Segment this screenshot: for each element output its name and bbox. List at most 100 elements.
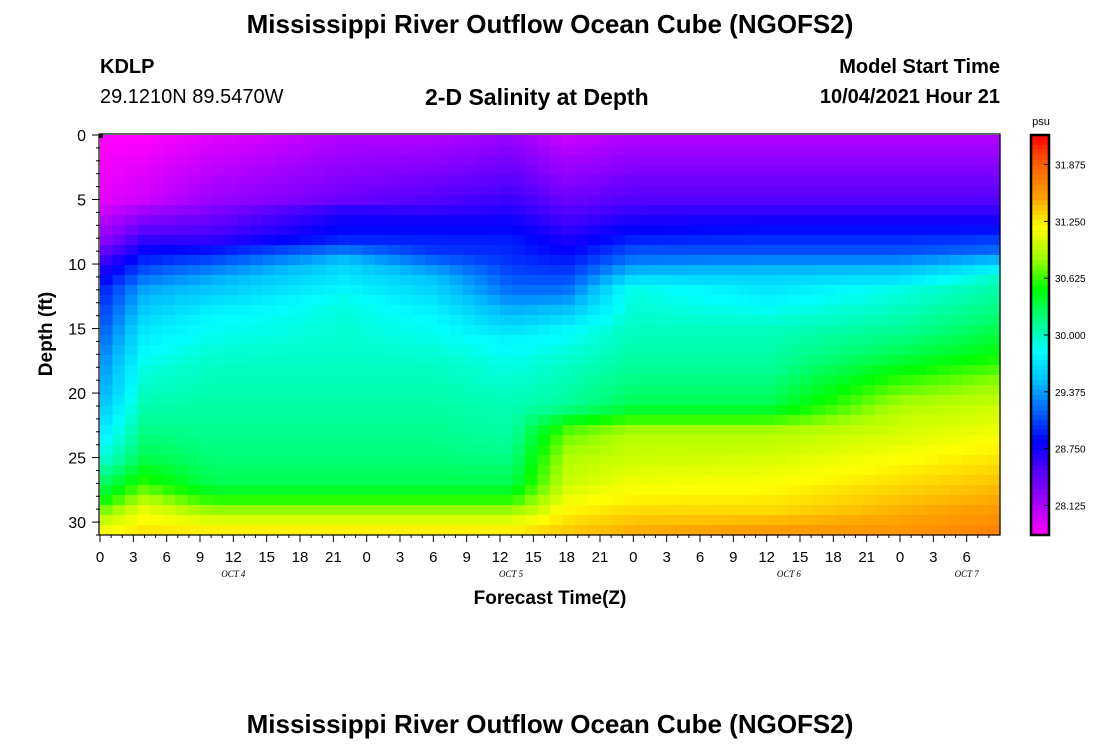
heatmap-cell bbox=[887, 155, 901, 166]
colorbar-swatch bbox=[1031, 485, 1049, 491]
heatmap-cell bbox=[862, 375, 876, 386]
heatmap-cell bbox=[950, 295, 964, 306]
heatmap-cell bbox=[500, 425, 514, 436]
heatmap-cell bbox=[512, 285, 526, 296]
heatmap-cell bbox=[337, 425, 351, 436]
heatmap-cell bbox=[787, 135, 801, 146]
heatmap-cell bbox=[162, 525, 176, 536]
heatmap-cell bbox=[800, 165, 814, 176]
heatmap-cell bbox=[637, 385, 651, 396]
heatmap-cell bbox=[262, 435, 276, 446]
heatmap-cell bbox=[612, 325, 626, 336]
heatmap-cell bbox=[837, 385, 851, 396]
heatmap-cell bbox=[275, 215, 289, 226]
heatmap-cell bbox=[412, 395, 426, 406]
heatmap-cell bbox=[500, 465, 514, 476]
heatmap-cell bbox=[200, 465, 214, 476]
heatmap-cell bbox=[537, 355, 551, 366]
heatmap-cell bbox=[925, 225, 939, 236]
heatmap-cell bbox=[850, 465, 864, 476]
heatmap-cell bbox=[950, 235, 964, 246]
heatmap-cell bbox=[200, 195, 214, 206]
heatmap-cell bbox=[750, 495, 764, 506]
heatmap-cell bbox=[150, 485, 164, 496]
heatmap-cell bbox=[162, 445, 176, 456]
heatmap-cell bbox=[850, 475, 864, 486]
heatmap-cell bbox=[387, 155, 401, 166]
heatmap-cell bbox=[462, 515, 476, 526]
heatmap-cell bbox=[262, 335, 276, 346]
heatmap-cell bbox=[400, 355, 414, 366]
heatmap-cell bbox=[412, 435, 426, 446]
heatmap-cell bbox=[862, 415, 876, 426]
heatmap-cell bbox=[750, 165, 764, 176]
heatmap-cell bbox=[487, 285, 501, 296]
x-tick-label: 0 bbox=[896, 549, 904, 566]
heatmap-cell bbox=[550, 475, 564, 486]
heatmap-cell bbox=[575, 205, 589, 216]
heatmap-cell bbox=[212, 315, 226, 326]
heatmap-cell bbox=[662, 235, 676, 246]
heatmap-cell bbox=[125, 275, 139, 286]
heatmap-cell bbox=[625, 195, 639, 206]
heatmap-cell bbox=[425, 245, 439, 256]
heatmap-cell bbox=[387, 435, 401, 446]
heatmap-cell bbox=[900, 315, 914, 326]
heatmap-cell bbox=[175, 505, 189, 516]
heatmap-cell bbox=[837, 135, 851, 146]
heatmap-cell bbox=[212, 335, 226, 346]
heatmap-cell bbox=[212, 355, 226, 366]
heatmap-cell bbox=[125, 375, 139, 386]
heatmap-cell bbox=[400, 225, 414, 236]
heatmap-cell bbox=[787, 175, 801, 186]
colorbar-swatch bbox=[1031, 170, 1049, 176]
heatmap-cell bbox=[812, 485, 826, 496]
heatmap-cell bbox=[625, 265, 639, 276]
heatmap-cell bbox=[612, 395, 626, 406]
heatmap-cell bbox=[425, 515, 439, 526]
heatmap-cell bbox=[337, 455, 351, 466]
heatmap-cell bbox=[250, 255, 264, 266]
heatmap-cell bbox=[950, 505, 964, 516]
heatmap-cell bbox=[212, 415, 226, 426]
heatmap-cell bbox=[262, 165, 276, 176]
heatmap-cell bbox=[900, 175, 914, 186]
heatmap-cell bbox=[262, 345, 276, 356]
heatmap-cell bbox=[825, 305, 839, 316]
heatmap-cell bbox=[462, 455, 476, 466]
heatmap-cell bbox=[550, 135, 564, 146]
heatmap-cell bbox=[337, 405, 351, 416]
heatmap-cell bbox=[587, 405, 601, 416]
colorbar-swatch bbox=[1031, 350, 1049, 356]
heatmap-cell bbox=[275, 525, 289, 536]
heatmap-cell bbox=[512, 135, 526, 146]
heatmap-cell bbox=[187, 205, 201, 216]
heatmap-cell bbox=[437, 375, 451, 386]
heatmap-cell bbox=[587, 315, 601, 326]
heatmap-cell bbox=[775, 145, 789, 156]
heatmap-cell bbox=[412, 445, 426, 456]
heatmap-cell bbox=[800, 475, 814, 486]
heatmap-cell bbox=[162, 275, 176, 286]
heatmap-cell bbox=[487, 255, 501, 266]
heatmap-cell bbox=[600, 235, 614, 246]
heatmap-cell bbox=[262, 355, 276, 366]
heatmap-cell bbox=[562, 265, 576, 276]
heatmap-cell bbox=[425, 455, 439, 466]
heatmap-cell bbox=[712, 295, 726, 306]
heatmap-cell bbox=[987, 295, 1001, 306]
heatmap-cell bbox=[137, 145, 151, 156]
heatmap-cell bbox=[362, 205, 376, 216]
heatmap-cell bbox=[537, 335, 551, 346]
heatmap-cell bbox=[412, 155, 426, 166]
heatmap-cell bbox=[875, 195, 889, 206]
heatmap-cell bbox=[237, 405, 251, 416]
heatmap-cell bbox=[312, 355, 326, 366]
heatmap-cell bbox=[162, 255, 176, 266]
heatmap-cell bbox=[687, 255, 701, 266]
heatmap-cell bbox=[112, 515, 126, 526]
heatmap-cell bbox=[862, 165, 876, 176]
heatmap-cell bbox=[775, 205, 789, 216]
heatmap-cell bbox=[525, 425, 539, 436]
heatmap-cell bbox=[825, 355, 839, 366]
